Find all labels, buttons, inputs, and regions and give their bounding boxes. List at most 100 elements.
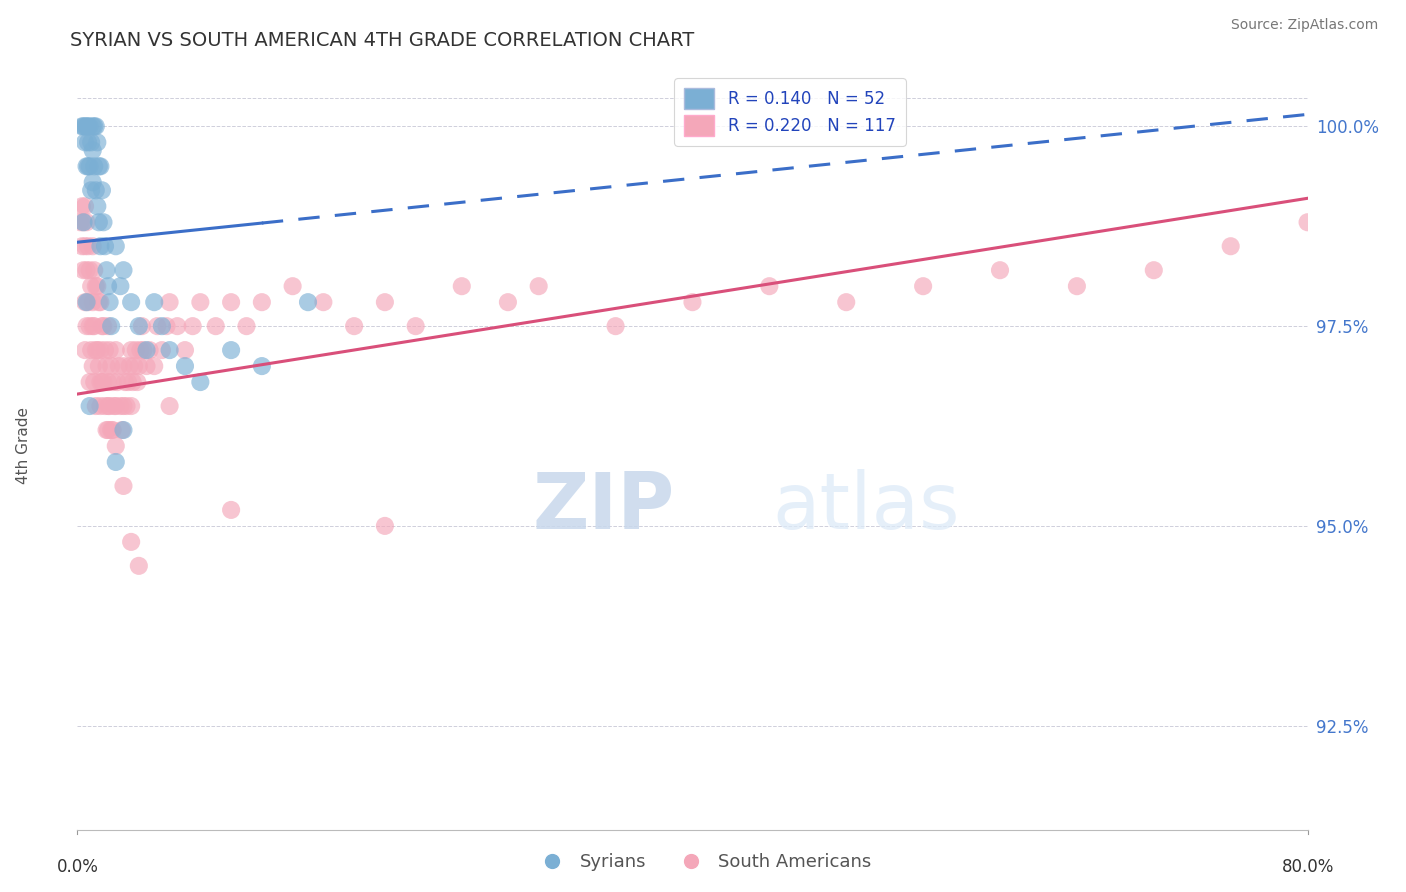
Point xyxy=(118,359,141,373)
Point xyxy=(82,295,104,310)
Point xyxy=(682,295,704,310)
Point xyxy=(114,375,136,389)
Point xyxy=(93,375,115,389)
Point xyxy=(250,295,273,310)
Point xyxy=(122,359,145,373)
Point xyxy=(988,263,1011,277)
Point xyxy=(104,239,127,253)
Point xyxy=(77,120,100,134)
Point xyxy=(174,343,197,357)
Point xyxy=(72,215,94,229)
Point xyxy=(83,120,105,134)
Point xyxy=(135,343,157,357)
Point xyxy=(108,359,131,373)
Point xyxy=(94,343,117,357)
Point xyxy=(174,359,197,373)
Point xyxy=(89,399,111,413)
Point xyxy=(128,558,150,573)
Point xyxy=(132,343,155,357)
Point xyxy=(115,399,138,413)
Point xyxy=(912,279,935,293)
Point xyxy=(80,183,103,197)
Point xyxy=(90,319,114,334)
Point xyxy=(89,375,111,389)
Legend: Syrians, South Americans: Syrians, South Americans xyxy=(527,847,879,879)
Point xyxy=(73,239,96,253)
Point xyxy=(82,239,104,253)
Point xyxy=(97,399,120,413)
Point xyxy=(112,263,135,277)
Point xyxy=(235,319,257,334)
Point xyxy=(131,319,153,334)
Point xyxy=(89,159,111,173)
Point xyxy=(120,535,142,549)
Point xyxy=(84,183,107,197)
Point xyxy=(96,359,118,373)
Point xyxy=(111,423,134,437)
Point xyxy=(73,136,96,150)
Text: 0.0%: 0.0% xyxy=(56,857,98,876)
Point xyxy=(83,375,105,389)
Point xyxy=(79,263,101,277)
Point xyxy=(97,423,120,437)
Point xyxy=(159,343,181,357)
Point xyxy=(112,399,135,413)
Point xyxy=(98,343,121,357)
Point xyxy=(127,375,149,389)
Point xyxy=(87,215,110,229)
Point xyxy=(1143,263,1166,277)
Point xyxy=(110,279,132,293)
Point xyxy=(87,159,110,173)
Point xyxy=(82,175,104,189)
Point xyxy=(70,239,93,253)
Point xyxy=(80,136,103,150)
Text: Source: ZipAtlas.com: Source: ZipAtlas.com xyxy=(1230,18,1378,32)
Point xyxy=(97,375,120,389)
Point xyxy=(69,215,91,229)
Point xyxy=(128,319,150,334)
Point xyxy=(70,120,93,134)
Point xyxy=(374,295,396,310)
Point xyxy=(89,295,111,310)
Point xyxy=(73,120,96,134)
Point xyxy=(143,295,166,310)
Point xyxy=(86,136,108,150)
Text: atlas: atlas xyxy=(772,469,960,545)
Point xyxy=(204,319,226,334)
Point xyxy=(297,295,319,310)
Point xyxy=(138,343,160,357)
Point xyxy=(1066,279,1088,293)
Point xyxy=(181,319,204,334)
Point xyxy=(150,319,173,334)
Point xyxy=(105,375,128,389)
Legend: R = 0.140   N = 52, R = 0.220   N = 117: R = 0.140 N = 52, R = 0.220 N = 117 xyxy=(675,78,905,145)
Point xyxy=(605,319,627,334)
Point xyxy=(1296,215,1319,229)
Point xyxy=(166,319,188,334)
Point xyxy=(496,295,519,310)
Point xyxy=(120,399,142,413)
Point xyxy=(128,359,150,373)
Point xyxy=(93,319,115,334)
Point xyxy=(112,423,135,437)
Point xyxy=(135,359,157,373)
Point xyxy=(76,319,98,334)
Point xyxy=(104,399,127,413)
Point xyxy=(250,359,273,373)
Point xyxy=(82,120,104,134)
Point xyxy=(73,343,96,357)
Point xyxy=(83,319,105,334)
Point xyxy=(96,263,118,277)
Point xyxy=(76,159,98,173)
Point xyxy=(87,359,110,373)
Point xyxy=(104,455,127,469)
Point xyxy=(98,399,121,413)
Point xyxy=(72,215,94,229)
Point xyxy=(77,295,100,310)
Point xyxy=(120,343,142,357)
Point xyxy=(70,199,93,213)
Point xyxy=(90,375,114,389)
Point xyxy=(79,120,101,134)
Point xyxy=(83,263,105,277)
Point xyxy=(97,319,120,334)
